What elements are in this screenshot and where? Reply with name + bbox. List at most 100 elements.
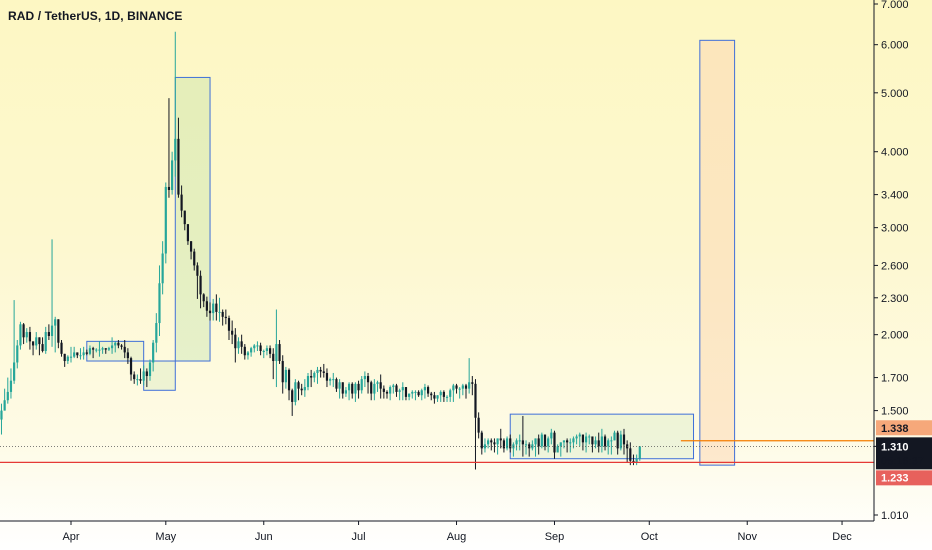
candle-body [559,442,562,447]
candle-body [212,303,215,314]
candle-body [202,294,205,302]
candle-body [638,446,641,459]
candle-body [335,379,338,389]
zone-box-3[interactable] [174,76,211,362]
candle-body [171,160,174,190]
candle-body [126,352,129,359]
candle-body [66,356,69,362]
candle-body [452,385,455,391]
candle-body [575,436,578,439]
candle-body [423,387,427,391]
candle-body [152,342,155,363]
candle-body [95,349,98,351]
candle-body [63,353,66,362]
candle-body [306,376,310,388]
candle-body [487,440,490,445]
candle-body [224,316,227,319]
candle-body [253,345,256,349]
candle-body [351,383,354,394]
candle-body [265,348,269,352]
candle-body [104,348,107,350]
zone-box-5[interactable] [699,39,736,466]
x-tick-label: Jun [255,531,273,543]
candle-body [35,337,38,346]
candle-body [455,385,458,389]
candle-body [477,417,480,433]
y-tick-label: 1.500 [881,406,909,418]
candle-body [509,438,512,449]
candle-body [180,194,183,211]
candle-body [581,434,585,443]
candle-body [562,440,566,443]
candle-body [287,369,291,391]
y-tick-label: 4.000 [881,147,909,159]
y-tick-label: 3.400 [881,190,909,202]
candle-body [332,379,335,381]
zone-box-2[interactable] [143,360,176,391]
x-tick-label: Apr [62,531,79,543]
candle-body [291,390,294,402]
candle-body [597,440,600,447]
candle-body [531,444,534,449]
candle-body [528,444,531,449]
candle-body [430,393,433,396]
y-tick-label: 2.600 [881,260,909,272]
candle-body [398,390,401,392]
candle-body [297,382,300,389]
x-tick-label: May [155,531,176,543]
candle-body [401,387,404,391]
candle-body [16,345,19,363]
candle-body [54,319,57,326]
candle-body [262,351,265,353]
candle-body [543,434,547,447]
candle-body [613,432,616,441]
candle-body [92,348,95,350]
current-price-label: 1.310 [881,441,909,453]
candle-body [256,345,259,347]
candle-body [310,376,313,378]
x-tick-label: Oct [641,531,658,543]
candle-body [417,391,420,396]
y-tick-label: 3.000 [881,223,909,235]
candle-body [161,253,164,284]
candle-body [553,432,556,453]
candle-body [480,432,483,449]
candle-body [395,385,398,392]
candle-body [123,346,126,353]
candle-body [366,376,370,383]
x-tick-label: Aug [447,531,467,543]
candle-body [38,337,41,345]
candle-body [556,446,559,453]
candle-body [88,348,92,354]
bar-countdown-label: 05:16:37 [881,455,924,467]
candle-body [227,318,231,331]
candle-body [98,349,101,351]
candle-body [60,342,63,354]
candle-body [426,387,430,394]
candle-body [635,458,638,463]
candle-body [284,369,287,383]
candle-body [120,345,123,347]
candle-body [186,224,190,242]
candle-body [588,436,591,438]
candle-body [215,303,218,312]
candle-body [499,438,502,441]
candle-body [3,400,6,411]
candle-body [76,352,79,356]
candle-body [174,138,177,161]
candle-body [316,369,319,373]
candle-body [496,438,499,445]
candle-body [183,210,186,225]
candle-body [41,344,44,352]
candle-body [521,440,524,445]
candle-body [196,265,199,276]
candle-body [205,301,208,311]
chart-title: RAD / TetherUS, 1D, BINANCE [8,9,183,23]
candle-body [458,388,461,390]
candle-body [357,383,360,391]
candle-body [85,352,88,354]
candle-body [373,383,376,394]
candle-body [322,371,325,373]
candle-body [382,388,385,392]
